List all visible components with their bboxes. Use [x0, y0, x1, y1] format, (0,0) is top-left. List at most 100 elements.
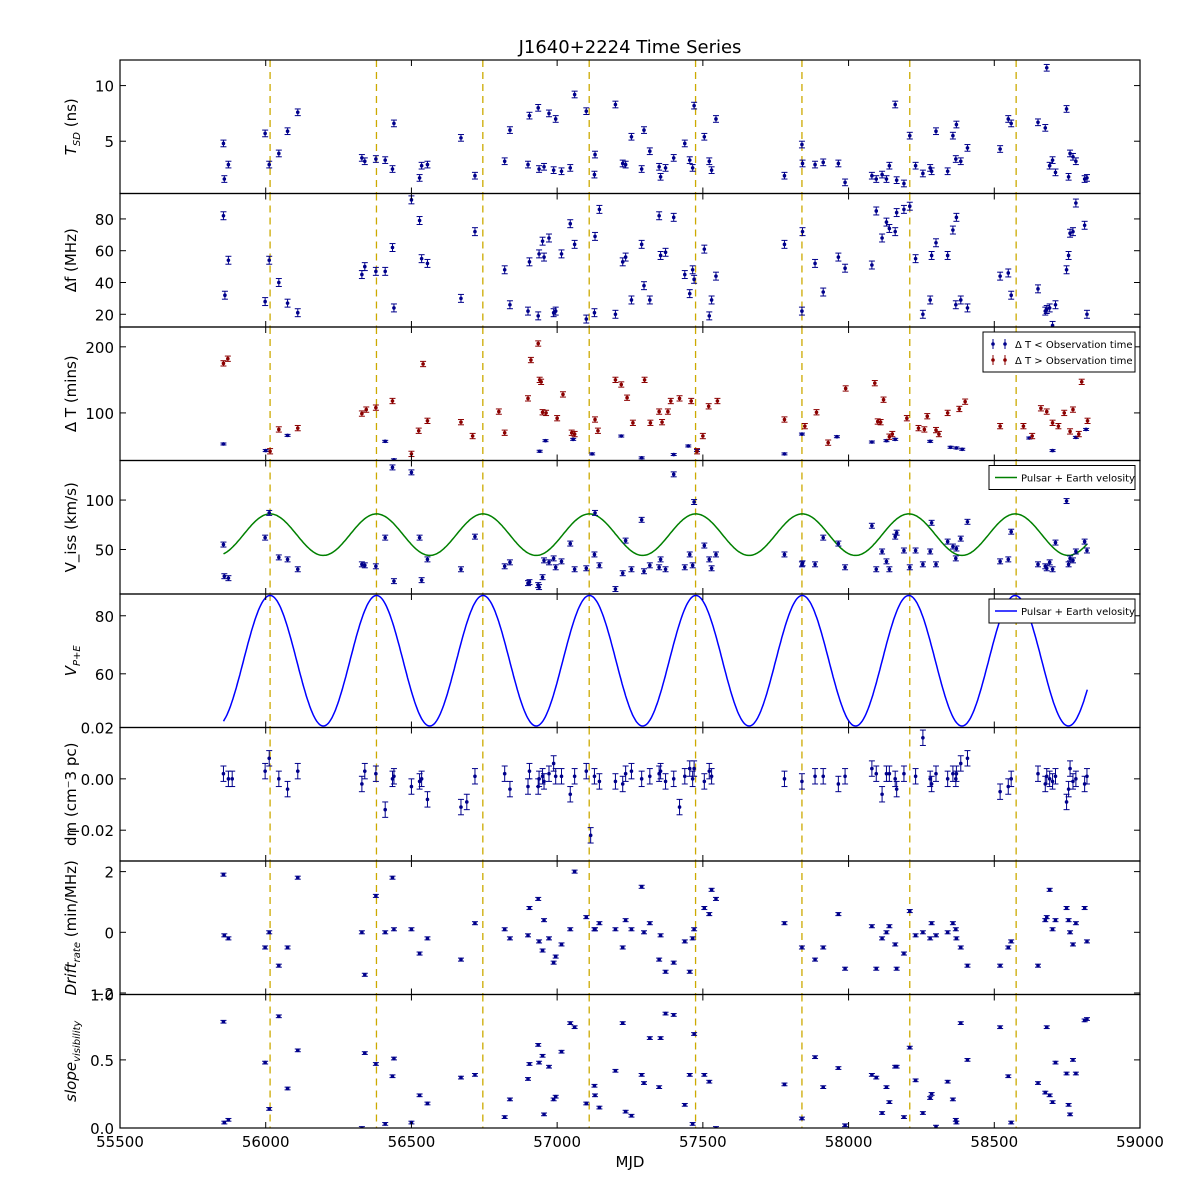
- data-point: [508, 302, 512, 307]
- data-point: [913, 163, 918, 168]
- data-point: [907, 133, 912, 138]
- data-point: [625, 395, 629, 400]
- data-point: [687, 1073, 692, 1077]
- data-point: [459, 805, 463, 809]
- data-point: [880, 1111, 884, 1115]
- data-point: [657, 565, 661, 570]
- data-point: [1071, 779, 1075, 784]
- data-point: [1006, 557, 1011, 562]
- y-tick-label: 50: [95, 542, 114, 560]
- data-point: [536, 341, 540, 346]
- data-point: [597, 921, 602, 925]
- data-point: [639, 884, 644, 889]
- model-curve: [222, 594, 1089, 727]
- data-point: [363, 769, 367, 773]
- data-point: [690, 563, 695, 568]
- data-point: [902, 771, 906, 776]
- data-point: [663, 1011, 668, 1016]
- data-point: [913, 933, 918, 938]
- data-point: [648, 149, 652, 154]
- data-point: [894, 210, 899, 215]
- legend-label: Pulsar + Earth velosity: [1021, 474, 1135, 485]
- data-point: [629, 567, 634, 572]
- data-point: [1047, 560, 1052, 565]
- data-point: [277, 777, 281, 781]
- data-point: [623, 538, 628, 543]
- data-point: [425, 557, 430, 562]
- data-point: [547, 936, 551, 941]
- data-point: [1056, 424, 1061, 428]
- data-point: [419, 163, 424, 168]
- y-label-subscript: P+E: [72, 645, 83, 666]
- data-point: [954, 157, 958, 161]
- data-point: [639, 518, 644, 522]
- data-point: [596, 428, 600, 433]
- data-point: [998, 963, 1002, 968]
- data-point: [1006, 945, 1011, 950]
- data-point: [226, 936, 231, 941]
- data-point: [409, 470, 414, 475]
- data-point: [887, 924, 892, 929]
- data-point: [998, 424, 1002, 428]
- data-point: [1044, 409, 1049, 414]
- data-point: [954, 927, 958, 932]
- data-point: [707, 314, 712, 318]
- data-point: [686, 444, 691, 448]
- data-point: [536, 897, 540, 901]
- data-point: [913, 1078, 918, 1083]
- data-point: [1021, 424, 1026, 428]
- data-point: [870, 523, 874, 528]
- data-point: [295, 567, 300, 572]
- data-point: [409, 198, 414, 202]
- data-point: [894, 787, 899, 791]
- data-point: [813, 162, 817, 167]
- data-point: [568, 792, 573, 797]
- data-point: [965, 146, 970, 150]
- data-point: [1064, 800, 1069, 804]
- data-point: [880, 792, 884, 797]
- data-point: [416, 428, 421, 433]
- data-point: [945, 411, 950, 415]
- data-point: [715, 399, 720, 403]
- data-point: [663, 779, 668, 784]
- data-point: [620, 161, 625, 166]
- data-point: [821, 535, 826, 540]
- data-point: [1066, 562, 1071, 567]
- data-point: [890, 432, 895, 436]
- data-point: [1053, 918, 1058, 922]
- panel-tsd: 5 10 TSD (ns): [62, 59, 1141, 195]
- legend-label: Δ T < Observation time: [1015, 340, 1133, 351]
- data-point: [374, 405, 378, 410]
- data-point: [1064, 107, 1069, 111]
- y-tick-label: 80: [95, 211, 114, 229]
- x-axis-label: MJD: [616, 1153, 645, 1171]
- data-point: [508, 787, 512, 791]
- data-point: [222, 574, 227, 578]
- data-point: [782, 417, 787, 422]
- data-point: [874, 567, 879, 572]
- data-point: [613, 102, 618, 107]
- data-point: [1044, 566, 1049, 571]
- data-point: [542, 165, 546, 169]
- data-point: [277, 1014, 281, 1019]
- data-point: [1066, 253, 1071, 258]
- data-point: [1050, 323, 1055, 327]
- data-point: [1036, 771, 1040, 776]
- data-point: [965, 306, 970, 310]
- data-point: [508, 128, 512, 132]
- data-point: [928, 439, 932, 444]
- data-point: [870, 1073, 874, 1077]
- data-point: [285, 301, 290, 305]
- data-point: [360, 272, 364, 277]
- data-point: [1085, 176, 1089, 180]
- data-point: [559, 252, 564, 256]
- data-point: [226, 1118, 231, 1122]
- data-point: [836, 1066, 841, 1070]
- data-point: [707, 769, 712, 773]
- data-point: [572, 92, 577, 97]
- chart-title: J1640+2224 Time Series: [518, 37, 742, 58]
- data-point: [921, 562, 925, 567]
- data-point: [613, 1068, 618, 1073]
- data-point: [663, 567, 668, 572]
